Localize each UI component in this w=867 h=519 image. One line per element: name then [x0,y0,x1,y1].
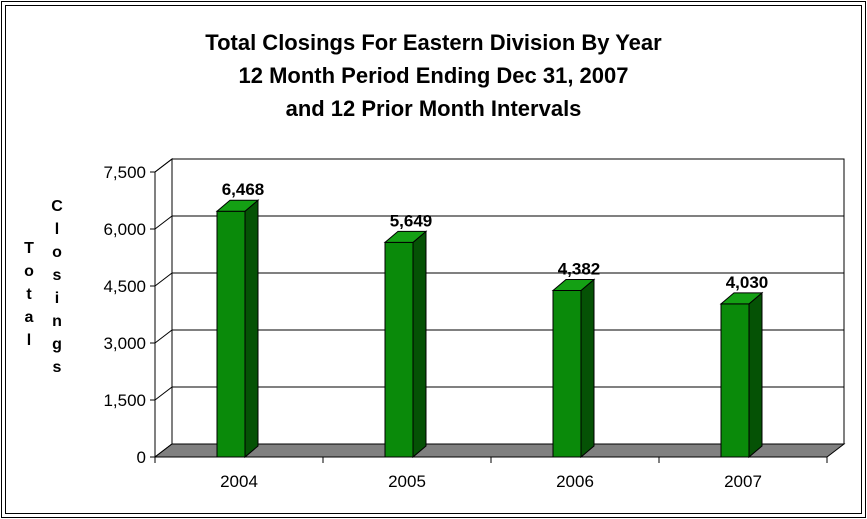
bar-side [412,230,427,459]
y-axis-label-char: l [54,221,60,238]
chart-side-wall [154,157,173,459]
y-gridline [154,386,844,401]
x-tick-label: 2005 [388,472,426,491]
y-tick-label: 4,500 [103,277,146,296]
y-axis-label-char: s [52,267,62,284]
y-axis-label-char: s [52,359,62,376]
bar-data-label: 5,649 [390,211,433,230]
y-axis-label-char: o [24,263,34,280]
x-tick-label: 2007 [724,472,762,491]
bar-data-label: 4,382 [558,259,601,278]
y-tick-label: 1,500 [103,391,146,410]
chart-title-line-3: and 12 Prior Month Intervals [285,96,582,121]
x-tick-label: 2006 [556,472,594,491]
bar [384,241,414,458]
x-tick-label: 2004 [220,472,258,491]
y-axis-label-char: o [52,244,62,261]
y-axis-label-char: l [26,332,32,349]
y-gridline [154,329,844,344]
bar-top [719,292,764,305]
bar [216,210,246,458]
bar [720,303,750,458]
y-axis-label-char: a [24,309,34,326]
bar-side [244,199,259,459]
bar-top [551,278,596,291]
bar [552,289,582,458]
chart-title-line-1: Total Closings For Eastern Division By Y… [205,30,662,55]
y-gridline [154,158,844,173]
y-tick-label: 3,000 [103,334,146,353]
y-axis-label-char: n [52,313,62,330]
bar-side [580,278,595,459]
y-axis-label-char: i [54,290,60,307]
bar-side [748,291,763,459]
y-tick-label: 0 [137,448,146,467]
y-tick-label: 7,500 [103,163,146,182]
y-gridline [154,272,844,287]
chart-inner-border [5,5,862,514]
y-gridline [154,215,844,230]
bar-top [383,230,428,243]
y-tick-label: 6,000 [103,220,146,239]
y-axis-label-char: C [51,198,63,215]
bar-top [215,199,260,212]
chart-title-line-2: 12 Month Period Ending Dec 31, 2007 [238,63,629,88]
bar-data-label: 4,030 [726,273,769,292]
bar-data-label: 6,468 [222,180,265,199]
y-axis-label-char: g [52,336,62,353]
y-axis-label-char: t [26,286,32,303]
y-axis-label-char: T [24,240,34,257]
